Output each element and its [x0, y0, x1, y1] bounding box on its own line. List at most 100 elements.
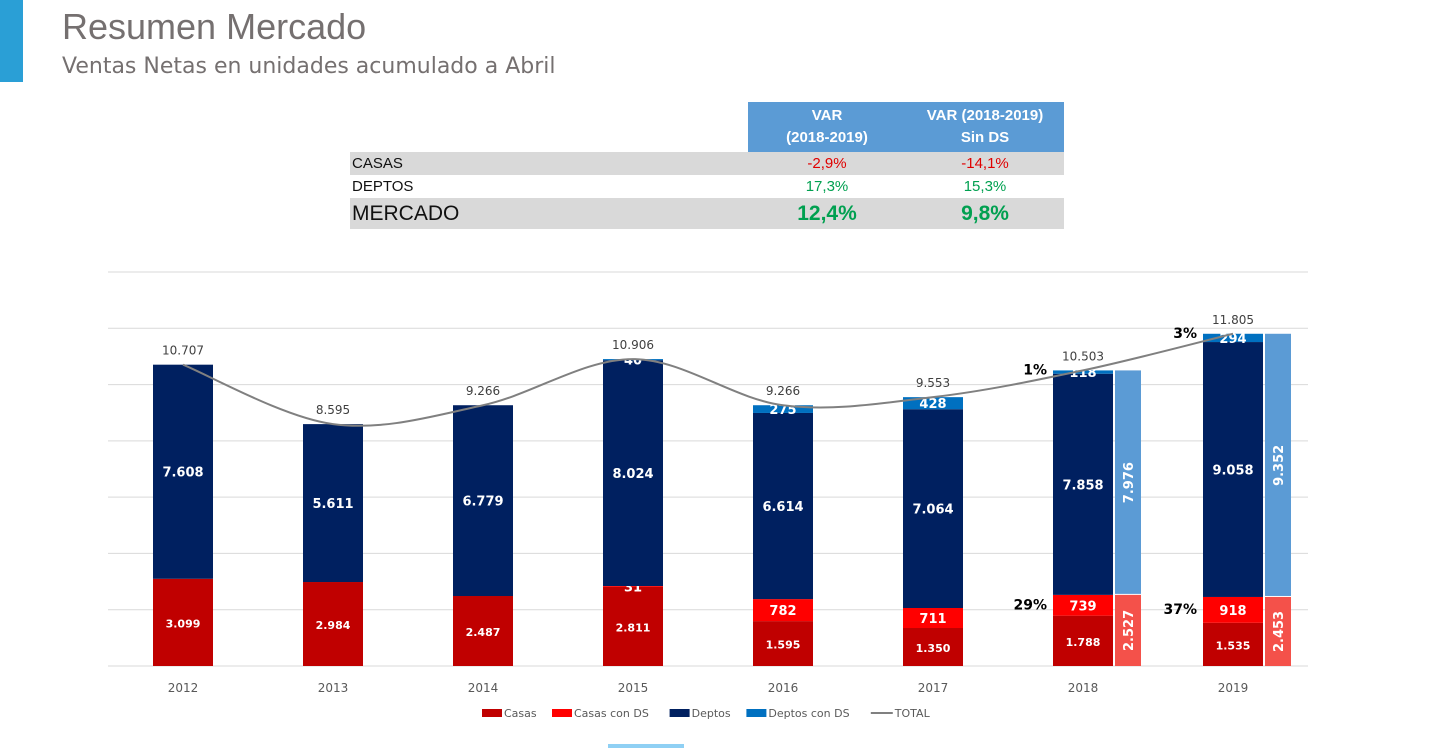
- data-label: 711: [919, 612, 946, 627]
- page-subtitle: Ventas Netas en unidades acumulado a Abr…: [62, 54, 556, 79]
- percent-annotation: 1%: [1023, 362, 1047, 378]
- x-tick-label: 2016: [768, 681, 799, 695]
- total-label: 9.553: [916, 376, 950, 390]
- table-row: CASAS -2,9% -14,1%: [350, 152, 1064, 175]
- bar-deptos-con-ds: [1053, 370, 1113, 374]
- data-label: 3.099: [166, 617, 201, 630]
- cell-var: -2,9%: [748, 152, 906, 175]
- table-row: MERCADO 12,4% 9,8%: [350, 198, 1064, 229]
- data-label: 5.611: [312, 497, 353, 512]
- row-label: CASAS: [350, 152, 748, 175]
- sin-ds-label: 9.352: [1272, 445, 1287, 486]
- bar-deptos-sin-ds: [1115, 370, 1141, 594]
- bar-casas-con-ds: [1203, 596, 1263, 623]
- row-label: MERCADO: [350, 198, 748, 229]
- data-label: 739: [1069, 599, 1096, 614]
- data-label: 1.350: [916, 642, 951, 655]
- sin-ds-label: 2.527: [1122, 610, 1137, 651]
- bar-deptos: [603, 360, 663, 587]
- col-header-var: VAR (2018-2019): [748, 102, 906, 152]
- col-header-line: VAR: [811, 107, 843, 124]
- data-label: 6.614: [762, 500, 803, 515]
- bar-casas: [153, 578, 213, 666]
- total-label: 9.266: [766, 384, 800, 398]
- bar-deptos-con-ds: [1203, 333, 1263, 343]
- bar-casas: [453, 596, 513, 666]
- bar-deptos: [1053, 373, 1113, 595]
- legend-label: Casas: [504, 707, 537, 720]
- cell-var-sin-ds: -14,1%: [906, 152, 1064, 175]
- percent-annotation: 3%: [1173, 326, 1197, 342]
- bar-casas: [1053, 615, 1113, 666]
- bar-deptos: [153, 364, 213, 579]
- data-label: 1.595: [766, 639, 801, 652]
- total-label: 9.266: [466, 384, 500, 398]
- legend-label: Deptos: [692, 707, 731, 720]
- bar-casas: [753, 621, 813, 666]
- x-tick-label: 2013: [318, 681, 349, 695]
- x-tick-label: 2014: [468, 681, 499, 695]
- sin-ds-label: 2.453: [1272, 611, 1287, 652]
- bar-casas: [1203, 622, 1263, 666]
- page-title: Resumen Mercado: [62, 6, 367, 47]
- total-label: 8.595: [316, 403, 350, 417]
- col-header-var-sin-ds: VAR (2018-2019) Sin DS: [906, 102, 1064, 152]
- data-label: 7.608: [162, 466, 203, 481]
- bar-casas-con-ds: [603, 586, 663, 587]
- cell-var: 12,4%: [748, 198, 906, 229]
- total-label: 10.707: [162, 344, 204, 358]
- table-row: DEPTOS 17,3% 15,3%: [350, 175, 1064, 198]
- bar-deptos-con-ds: [753, 405, 813, 413]
- col-header-line: (2018-2019): [786, 129, 868, 146]
- total-label: 10.906: [612, 338, 654, 352]
- data-label: 40: [624, 354, 642, 369]
- x-tick-label: 2019: [1218, 681, 1249, 695]
- legend-swatch: [669, 709, 690, 717]
- bar-casas: [903, 628, 963, 666]
- total-line: [182, 332, 1234, 427]
- bar-deptos: [753, 412, 813, 600]
- total-label: 11.805: [1212, 313, 1254, 327]
- data-label: 1.535: [1216, 639, 1251, 652]
- percent-annotation: 29%: [1013, 597, 1047, 613]
- legend-label: TOTAL: [894, 707, 931, 720]
- slide-tab: [608, 744, 684, 748]
- x-tick-label: 2015: [618, 681, 649, 695]
- col-header-line: Sin DS: [960, 129, 1010, 146]
- x-tick-label: 2017: [918, 681, 949, 695]
- data-label: 2.811: [616, 621, 651, 634]
- data-label: 918: [1219, 604, 1246, 619]
- table-corner: [350, 102, 748, 152]
- bar-casas-con-ds: [753, 599, 813, 622]
- bar-deptos: [453, 405, 513, 597]
- legend-swatch: [552, 709, 572, 717]
- x-tick-label: 2012: [168, 681, 199, 695]
- data-label: 1.788: [1066, 636, 1101, 649]
- bar-deptos: [1203, 342, 1263, 597]
- total-label: 10.503: [1062, 349, 1104, 363]
- legend-label: Deptos con DS: [768, 707, 849, 720]
- x-tick-label: 2018: [1068, 681, 1099, 695]
- accent-bar: [0, 0, 23, 82]
- col-header-line: VAR (2018-2019): [926, 107, 1044, 124]
- legend-swatch: [746, 709, 767, 717]
- data-label: 7.858: [1062, 478, 1103, 493]
- data-label: 2.487: [466, 626, 501, 639]
- data-label: 9.058: [1212, 464, 1253, 479]
- data-label: 2.984: [316, 619, 351, 632]
- percent-annotation: 37%: [1163, 602, 1197, 618]
- bar-casas-sin-ds: [1115, 594, 1141, 666]
- variation-table: VAR (2018-2019) VAR (2018-2019) Sin DS CAS…: [350, 102, 1064, 229]
- bar-deptos: [903, 409, 963, 608]
- legend-swatch: [482, 709, 502, 717]
- bar-deptos-sin-ds: [1265, 333, 1291, 596]
- bar-casas-sin-ds: [1265, 596, 1291, 666]
- bar-deptos-con-ds: [903, 397, 963, 410]
- bar-casas-con-ds: [903, 607, 963, 629]
- bar-casas: [603, 586, 663, 666]
- sin-ds-label: 7.976: [1122, 462, 1137, 503]
- bar-casas: [303, 582, 363, 666]
- data-label: 7.064: [912, 503, 953, 518]
- cell-var: 17,3%: [805, 178, 849, 195]
